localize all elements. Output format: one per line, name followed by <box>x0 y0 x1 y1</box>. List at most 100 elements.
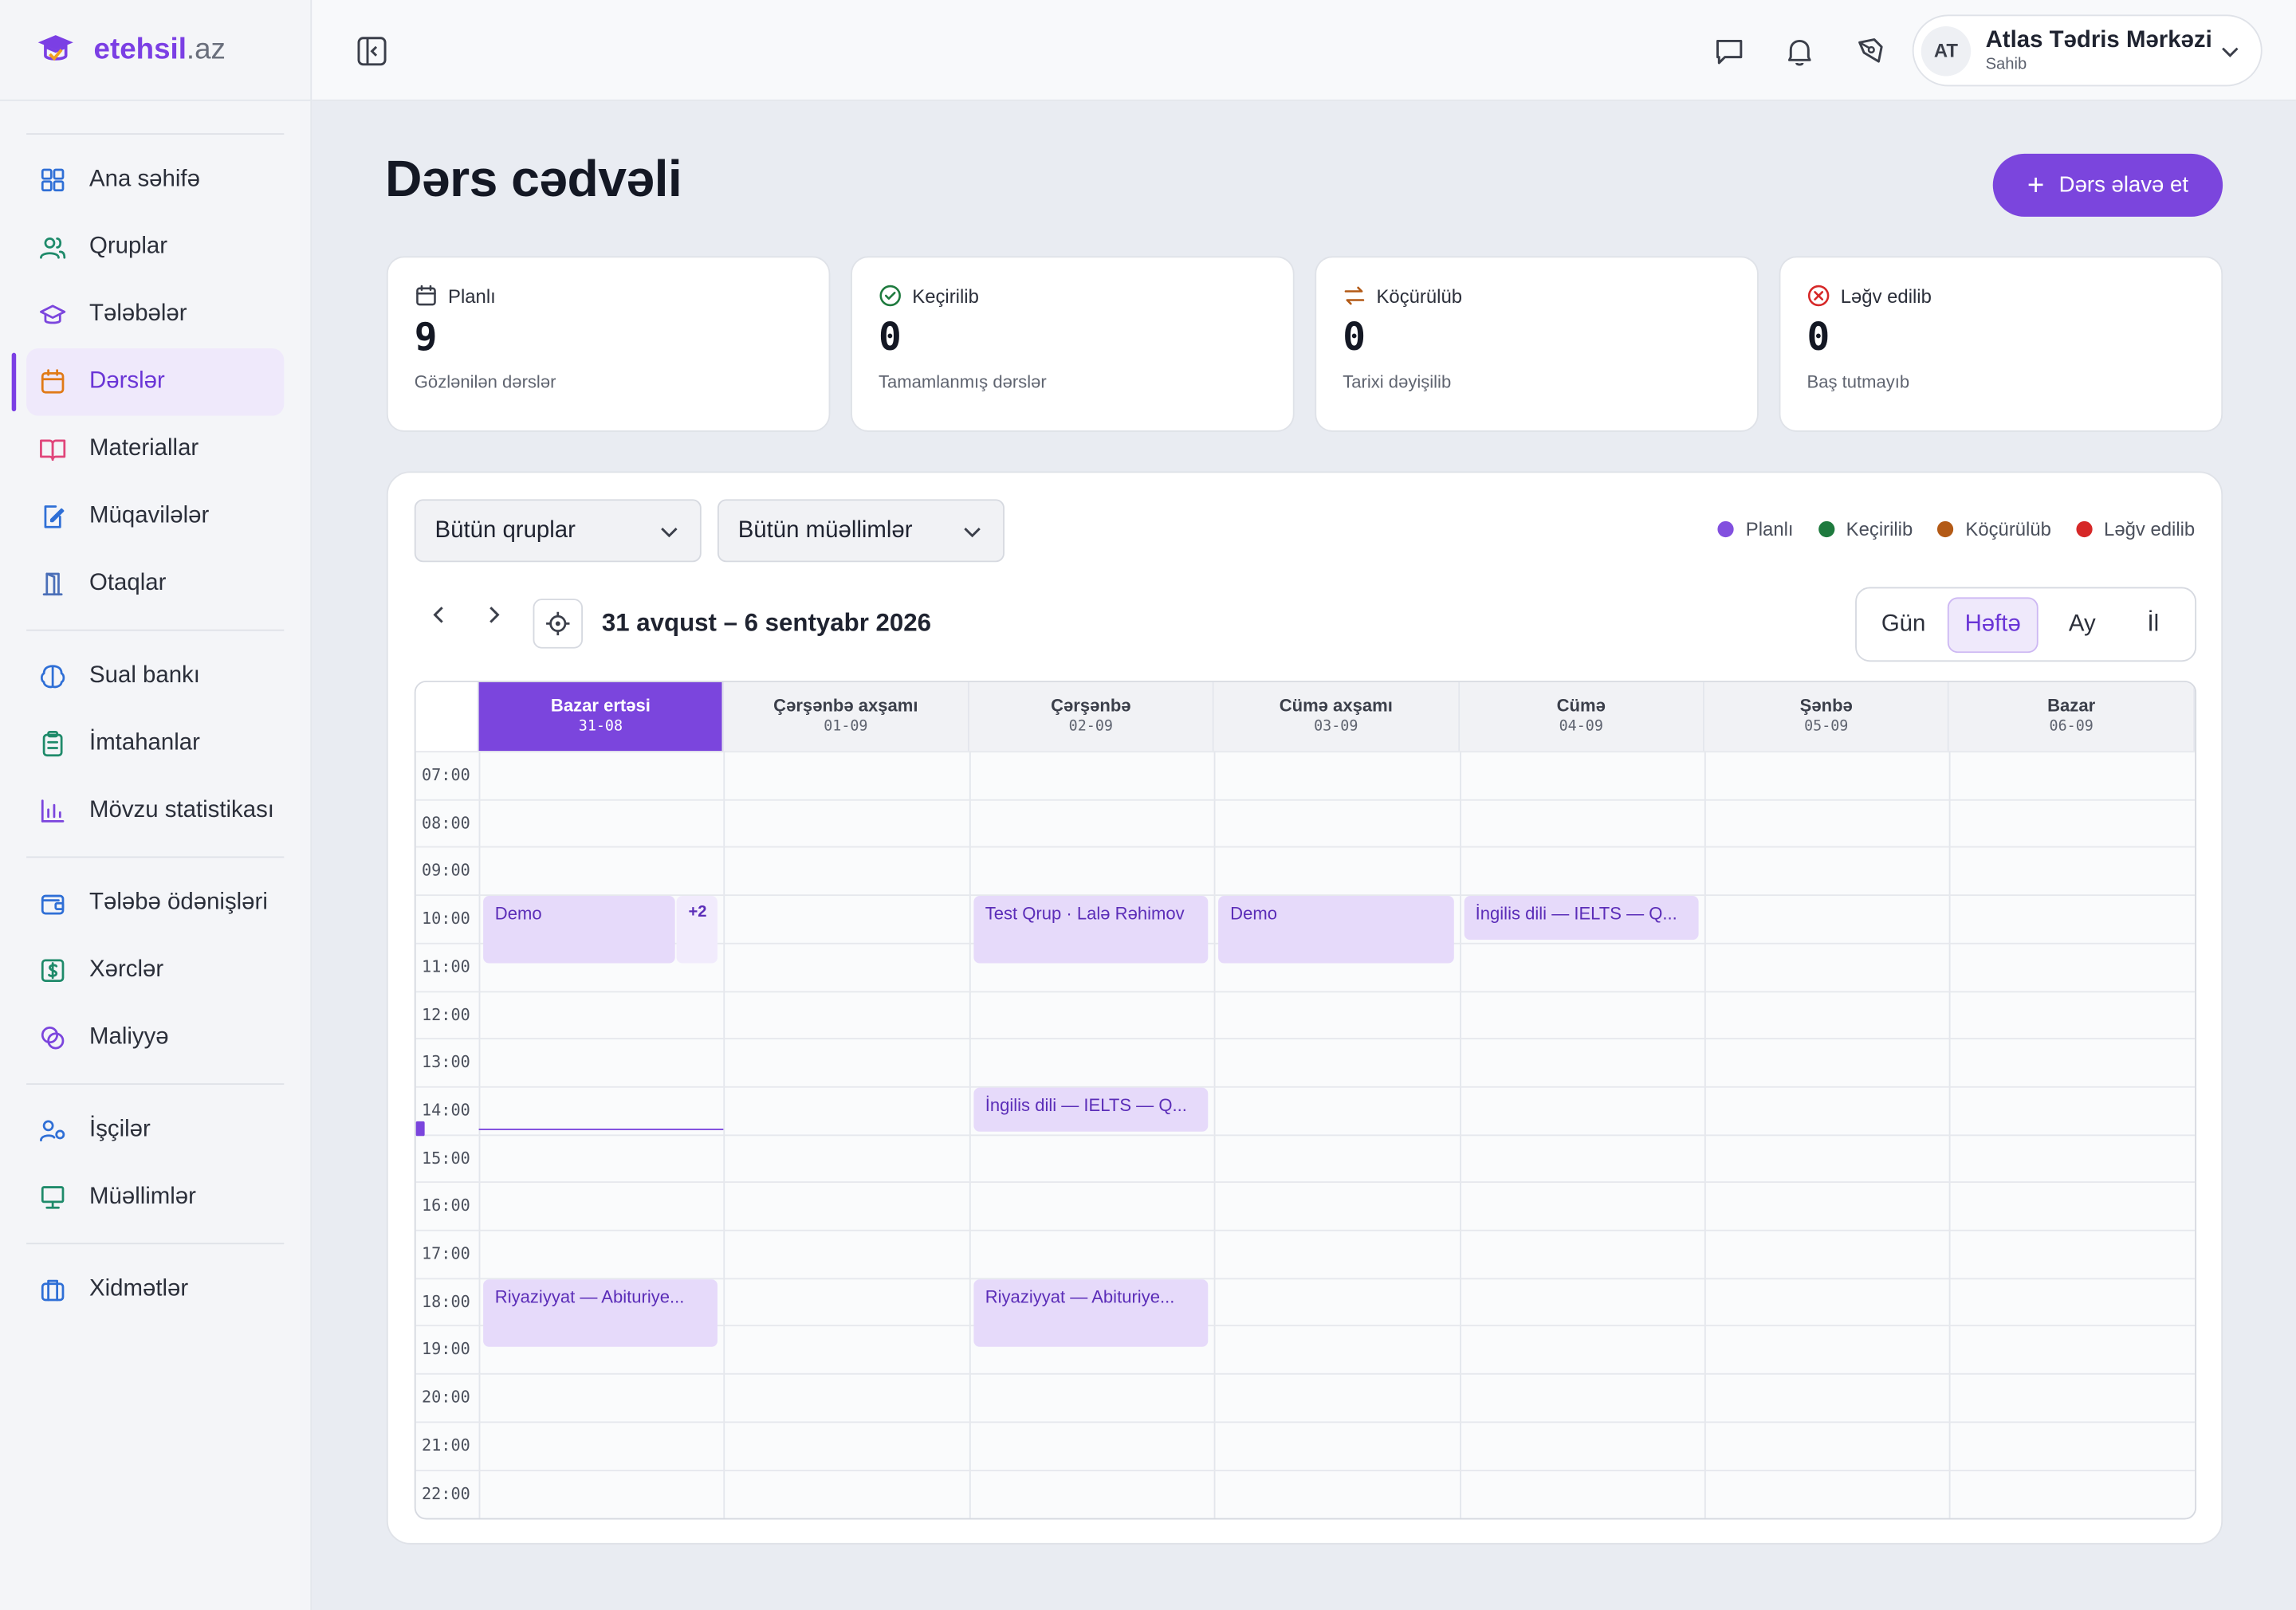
sidebar-item-label: Xidmətlər <box>89 1276 189 1302</box>
sidebar-item[interactable]: Maliyyə <box>26 1004 284 1071</box>
dollar-icon <box>38 956 68 985</box>
stat-card: Köçürülüb 0 Tarixi dəyişilib <box>1315 256 1759 432</box>
check-circle-icon <box>879 284 902 307</box>
view-option[interactable]: Gün <box>1881 611 1926 637</box>
sidebar-item[interactable]: Dərslər <box>11 348 285 416</box>
sidebar-item[interactable]: Qruplar <box>26 214 284 281</box>
day-header[interactable]: Çərşənbə 02-09 <box>969 681 1214 752</box>
hour-divider <box>415 1086 2196 1088</box>
day-date: 02-09 <box>1068 718 1113 736</box>
day-header[interactable]: Bazar 06-09 <box>1949 681 2195 752</box>
lesson-event[interactable]: İngilis dili — IELTS — Q... <box>973 1087 1209 1131</box>
hour-label: 14:00 <box>421 1100 470 1120</box>
stat-value: 9 <box>414 316 438 360</box>
lesson-event[interactable]: İngilis dili — IELTS — Q... <box>1463 896 1699 940</box>
day-header[interactable]: Şənbə 05-09 <box>1704 681 1950 752</box>
sidebar-item-label: Mövzu statistikası <box>89 798 274 823</box>
clipboard-list-icon <box>38 729 68 759</box>
lesson-event[interactable]: Demo <box>1218 896 1454 964</box>
sidebar-item[interactable]: İşçilər <box>26 1097 284 1164</box>
sidebar-item[interactable]: İmtahanlar <box>26 710 284 777</box>
x-circle-icon <box>1807 284 1830 307</box>
nav-group: Tələbə ödənişləri Xərclər Maliyyə <box>0 870 310 1071</box>
group-filter-select[interactable]: Bütün qruplar <box>414 499 702 563</box>
current-time-marker <box>415 1121 425 1137</box>
sidebar-item[interactable]: Xidmətlər <box>26 1256 284 1323</box>
user-menu[interactable]: AT Atlas Tədris Mərkəzi Sahib <box>1912 14 2263 87</box>
nav-group: İşçilər Müəllimlər <box>0 1097 310 1231</box>
pen-tool-icon[interactable] <box>1854 35 1885 67</box>
lesson-event[interactable]: Test Qrup · Lalə Rəhimov <box>973 896 1209 964</box>
stat-value: 0 <box>1807 316 1830 360</box>
sidebar: etehsil.az Ana səhifə Qruplar Tələbələr Dər… <box>0 0 313 1610</box>
more-events-badge[interactable]: +2 <box>677 896 718 964</box>
legend-dot <box>2076 520 2093 538</box>
sidebar-item[interactable]: Mövzu statistikası <box>26 777 284 844</box>
view-option[interactable]: Həftə <box>1947 596 2038 653</box>
calendar-icon <box>415 284 438 307</box>
legend-label: Keçirilib <box>1846 518 1913 540</box>
next-week-button[interactable] <box>478 599 509 630</box>
prev-week-button[interactable] <box>423 599 455 630</box>
hour-divider <box>415 1325 2196 1327</box>
hour-label: 13:00 <box>421 1052 470 1072</box>
sidebar-item[interactable]: Sual bankı <box>26 642 284 709</box>
day-header[interactable]: Cümə axşamı 03-09 <box>1213 681 1460 752</box>
lesson-event[interactable]: Demo <box>483 896 676 964</box>
sidebar-item[interactable]: Xərclər <box>26 937 284 1003</box>
view-option[interactable]: Ay <box>2068 611 2096 637</box>
legend-item: Ləğv edilib <box>2076 518 2195 540</box>
lesson-event[interactable]: Riyaziyyat — Abituriye... <box>483 1278 718 1347</box>
sidebar-item[interactable]: Materiallar <box>26 416 284 483</box>
document-edit-icon <box>38 502 68 532</box>
topbar: AT Atlas Tədris Mərkəzi Sahib <box>312 0 2296 101</box>
date-range: 31 avqust – 6 sentyabr 2026 <box>601 609 931 637</box>
sidebar-item-label: Ana səhifə <box>89 167 200 192</box>
sidebar-item[interactable]: Tələbə ödənişləri <box>26 870 284 937</box>
stat-card: Ləğv edilib 0 Baş tutmayıb <box>1779 256 2223 432</box>
nav-separator <box>26 1243 285 1245</box>
hour-label: 08:00 <box>421 813 470 833</box>
day-header[interactable]: Bazar ertəsi 31-08 <box>478 681 725 752</box>
sidebar-item-label: Materiallar <box>89 436 199 461</box>
sidebar-item[interactable]: Ana səhifə <box>26 147 284 214</box>
hour-label: 11:00 <box>421 956 470 976</box>
day-header[interactable]: Çərşənbə axşamı 01-09 <box>724 681 969 752</box>
sidebar-item-label: Maliyyə <box>89 1024 169 1050</box>
hour-divider <box>415 1038 2196 1040</box>
day-header[interactable]: Cümə 04-09 <box>1459 681 1704 752</box>
sidebar-toggle-icon[interactable] <box>356 35 387 67</box>
nav-separator <box>26 133 285 135</box>
hour-label: 22:00 <box>421 1483 470 1503</box>
hour-label: 15:00 <box>421 1149 470 1168</box>
stat-card: Keçirilib 0 Tamamlanmış dərslər <box>851 256 1295 432</box>
hour-divider <box>415 1469 2196 1471</box>
sidebar-item-label: Qruplar <box>89 234 168 260</box>
brain-icon <box>38 662 68 691</box>
legend-label: Köçürülüb <box>1965 518 2051 540</box>
hour-divider <box>415 1277 2196 1279</box>
stat-subtitle: Gözlənilən dərslər <box>414 371 556 393</box>
hour-divider <box>415 846 2196 849</box>
bell-icon[interactable] <box>1783 35 1815 67</box>
teacher-filter-select[interactable]: Bütün müəllimlər <box>717 499 1005 563</box>
lesson-event[interactable]: Riyaziyyat — Abituriye... <box>973 1278 1209 1347</box>
sidebar-item[interactable]: Müqavilələr <box>26 483 284 550</box>
sidebar-item-label: Dərslər <box>89 368 165 395</box>
sidebar-item[interactable]: Müəllimlər <box>26 1164 284 1231</box>
brand-tld: .az <box>186 33 226 65</box>
add-lesson-button[interactable]: + Dərs əlavə et <box>1992 153 2223 217</box>
message-icon[interactable] <box>1713 35 1745 67</box>
day-name: Şənbə <box>1799 695 1853 717</box>
hour-label: 12:00 <box>421 1004 470 1024</box>
today-button[interactable] <box>533 599 584 649</box>
brand[interactable]: etehsil.az <box>0 0 311 101</box>
chevron-down-icon <box>964 528 981 538</box>
hour-divider <box>415 1133 2196 1136</box>
view-option[interactable]: İl <box>2147 611 2160 637</box>
current-time-line <box>478 1129 725 1131</box>
user-role: Sahib <box>1985 55 2027 73</box>
sidebar-item[interactable]: Otaqlar <box>26 551 284 618</box>
stat-header: Köçürülüb <box>1343 284 1731 307</box>
sidebar-item[interactable]: Tələbələr <box>26 281 284 348</box>
